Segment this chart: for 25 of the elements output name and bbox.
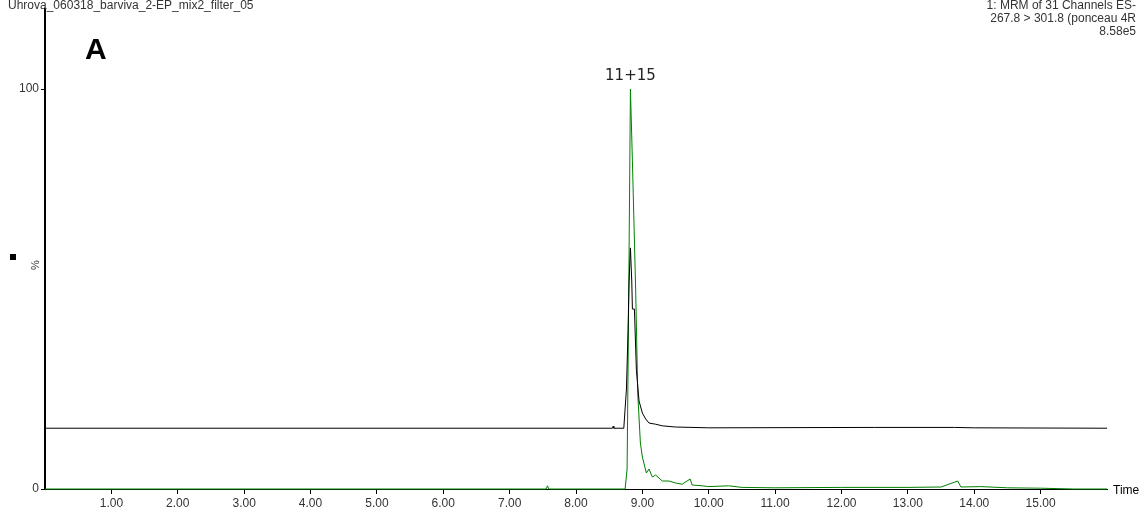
x-tick-label: 6.00: [431, 495, 456, 508]
x-tick-label: 12.00: [826, 495, 857, 508]
x-tick-label: 4.00: [298, 495, 323, 508]
x-tick-label: 9.00: [630, 495, 655, 508]
annotation: A: [85, 32, 107, 66]
x-tick-label: 7.00: [497, 495, 522, 508]
y-tick-label: 0: [32, 481, 40, 496]
x-tick-label: 1.00: [99, 495, 124, 508]
x-tick-label: 2.00: [166, 495, 190, 508]
x-tick-label: 8.00: [564, 495, 588, 508]
annotation: 1: MRM of 31 Channels ES-: [986, 0, 1136, 13]
chart-title: Uhrova_060318_barviva_2-EP_mix2_filter_05: [8, 0, 254, 13]
annotation: 8.58e5: [1099, 24, 1137, 39]
x-tick-label: 14.00: [959, 495, 990, 508]
x-tick-label: 3.00: [232, 495, 257, 508]
x-tick-label: 10.00: [693, 495, 725, 508]
annotation: 267.8 > 301.8 (ponceau 4R: [990, 11, 1137, 26]
y-tick-label: 100: [18, 81, 40, 96]
annotation: 11+15: [605, 65, 656, 84]
x-axis-title: Time: [1113, 483, 1140, 498]
x-tick-label: 15.00: [1025, 495, 1056, 508]
x-tick-label: 11.00: [760, 495, 791, 508]
x-tick-label: 13.00: [892, 495, 924, 508]
x-tick-label: 5.00: [365, 495, 389, 508]
y-axis-title: %: [29, 259, 42, 270]
